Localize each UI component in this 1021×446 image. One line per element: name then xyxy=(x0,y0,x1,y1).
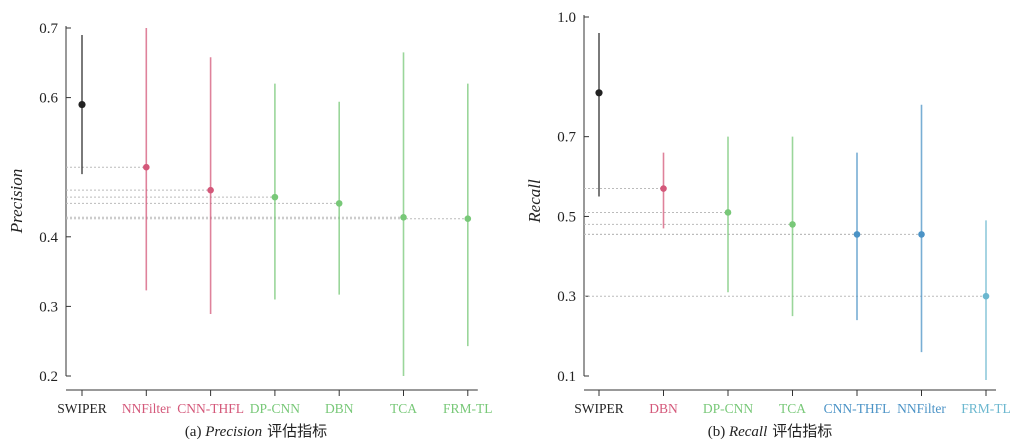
point-frm-tl xyxy=(982,292,990,300)
point-tca xyxy=(789,221,796,228)
category-label-nnfilter: NNFilter xyxy=(897,401,946,416)
point-dbn xyxy=(335,200,343,207)
category-label-nnfilter: NNFilter xyxy=(122,401,171,416)
caption-metric: Recall xyxy=(728,424,767,440)
point-tca xyxy=(400,214,407,221)
caption-suffix: 评估指标 xyxy=(267,423,327,440)
category-label-dbn: DBN xyxy=(325,401,354,416)
category-label-tca: TCA xyxy=(779,401,806,416)
y-tick-label: 0.7 xyxy=(557,130,576,146)
panel-caption: (b) Recall 评估指标 xyxy=(708,423,833,440)
category-label-frm-tl: FRM-TL xyxy=(443,401,493,416)
y-tick-label: 0.1 xyxy=(557,369,576,385)
category-label-tca: TCA xyxy=(390,401,417,416)
point-cnn-thfl xyxy=(853,231,861,238)
caption-suffix: 评估指标 xyxy=(772,423,832,440)
category-label-cnn-thfl: CNN-THFL xyxy=(824,401,891,416)
panel-caption: (a) Precision 评估指标 xyxy=(185,423,327,440)
y-tick-label: 0.4 xyxy=(39,230,58,246)
point-frm-tl xyxy=(464,215,472,223)
point-dp-cnn xyxy=(724,209,732,216)
y-tick-label: 0.2 xyxy=(39,369,58,385)
y-axis-title: Precision xyxy=(7,169,26,235)
y-tick-label: 0.7 xyxy=(39,21,58,37)
y-tick-label: 0.3 xyxy=(557,289,576,305)
point-cnn-thfl xyxy=(207,186,214,194)
caption-metric: Precision xyxy=(204,424,262,440)
category-label-swiper: SWIPER xyxy=(57,401,107,416)
y-tick-label: 0.5 xyxy=(557,209,576,225)
point-nnfilter xyxy=(918,231,925,238)
category-label-dp-cnn: DP-CNN xyxy=(250,401,301,416)
category-label-dbn: DBN xyxy=(649,401,678,416)
category-label-frm-tl: FRM-TL xyxy=(961,401,1011,416)
category-label-cnn-thfl: CNN-THFL xyxy=(177,401,244,416)
y-tick-label: 0.6 xyxy=(39,91,58,107)
y-axis-title: Recall xyxy=(525,179,544,224)
category-label-swiper: SWIPER xyxy=(574,401,624,416)
point-dp-cnn xyxy=(271,193,279,201)
y-tick-label: 0.3 xyxy=(39,299,58,315)
recall-panel: 0.1 0.3 0.5 0.7 1.0 Recall SWIPER DBN DP-CNN TCA C… xyxy=(525,10,1011,440)
caption-prefix: (b) xyxy=(708,424,729,440)
point-swiper xyxy=(78,100,86,109)
y-tick-label: 1.0 xyxy=(557,10,576,26)
precision-panel: 0.2 0.3 0.4 0.6 0.7 Precision SWIPER NNFilter CN… xyxy=(7,21,493,440)
point-dbn xyxy=(660,185,667,192)
point-swiper xyxy=(595,89,603,97)
category-label-dp-cnn: DP-CNN xyxy=(703,401,754,416)
caption-prefix: (a) xyxy=(185,424,205,440)
point-nnfilter xyxy=(143,163,150,171)
